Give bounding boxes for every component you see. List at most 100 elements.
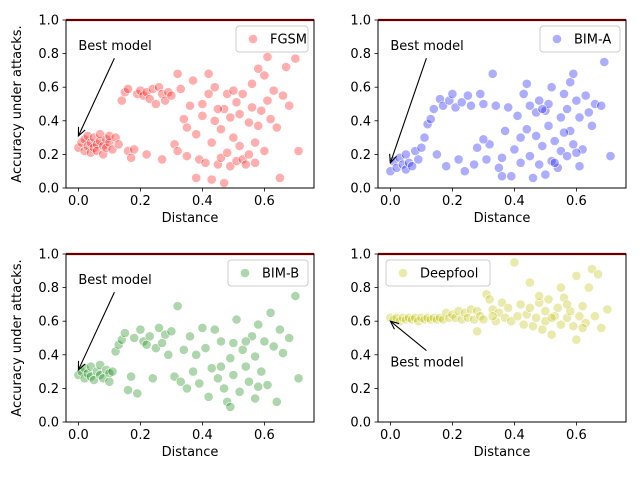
annotation-arrow-head <box>389 153 397 165</box>
data-point <box>602 304 613 315</box>
data-point <box>225 401 236 412</box>
data-point <box>79 373 90 384</box>
data-point <box>178 344 189 355</box>
x-tick-label: 0.2 <box>130 194 151 209</box>
data-point <box>515 132 526 143</box>
data-point <box>431 149 442 160</box>
data-point <box>400 149 411 160</box>
data-point <box>537 324 548 335</box>
data-point <box>253 381 264 392</box>
data-point <box>565 77 576 88</box>
data-point <box>534 291 545 301</box>
data-point <box>206 174 217 185</box>
data-point <box>126 152 137 163</box>
data-point <box>413 154 424 165</box>
data-point <box>577 144 588 155</box>
data-point <box>172 301 183 311</box>
data-point <box>407 314 417 325</box>
data-point <box>453 154 464 165</box>
data-point <box>225 112 236 123</box>
data-point <box>113 139 124 150</box>
y-tick-label: 0.6 <box>350 315 371 330</box>
data-point <box>500 312 510 323</box>
data-point <box>453 306 464 316</box>
plot-frame <box>65 19 315 189</box>
data-point <box>503 102 514 113</box>
data-point <box>231 314 242 325</box>
data-point <box>268 85 279 96</box>
plot-frame <box>377 19 627 189</box>
data-point <box>243 376 254 387</box>
x-tick-label: 0.2 <box>442 428 463 443</box>
data-point <box>200 157 211 168</box>
annotation-text: Best model <box>390 356 463 371</box>
x-axis-label: Distance <box>162 445 219 460</box>
data-point <box>466 304 476 315</box>
data-point <box>144 331 155 342</box>
data-point <box>490 100 501 111</box>
annotation-arrow-shaft <box>77 292 115 371</box>
data-point <box>549 157 560 168</box>
data-point <box>194 378 205 389</box>
data-point <box>556 319 566 330</box>
y-tick-label: 0.0 <box>350 182 371 197</box>
data-point <box>259 336 270 347</box>
legend-marker <box>552 34 562 44</box>
data-point <box>562 299 572 310</box>
data-point <box>534 297 545 308</box>
data-point <box>521 78 532 89</box>
data-point <box>478 99 489 109</box>
data-point <box>228 132 239 143</box>
data-point <box>219 383 229 394</box>
x-tick-label: 0.6 <box>254 428 275 443</box>
data-point <box>250 137 260 148</box>
data-point <box>512 110 523 121</box>
data-point <box>552 162 563 173</box>
annotation-arrow-shaft <box>77 58 115 137</box>
data-point <box>525 151 535 161</box>
data-point <box>543 294 554 305</box>
scatter-points <box>73 52 304 188</box>
x-axis-label: Distance <box>474 445 531 460</box>
data-point <box>528 172 538 183</box>
legend: BIM-B <box>227 259 309 287</box>
plot-frame <box>65 253 315 423</box>
data-point <box>222 147 233 158</box>
y-tick-label: 0.0 <box>38 416 59 431</box>
data-point <box>247 78 257 89</box>
data-point <box>487 311 498 322</box>
data-point <box>472 142 483 153</box>
data-point <box>256 366 267 377</box>
y-tick-label: 0.6 <box>38 315 59 330</box>
data-point <box>185 100 195 111</box>
x-axis-label: Distance <box>474 211 531 226</box>
data-point <box>537 104 548 114</box>
data-point <box>543 120 554 131</box>
data-point <box>104 376 115 387</box>
y-tick-label: 0.8 <box>350 281 371 296</box>
annotation-arrow-head <box>389 320 400 330</box>
y-tick-label: 0.2 <box>350 148 371 163</box>
data-point <box>580 90 591 101</box>
data-point <box>135 324 146 335</box>
data-point <box>441 307 452 318</box>
data-point <box>540 306 551 316</box>
data-point <box>197 110 208 121</box>
data-point <box>593 269 603 280</box>
legend: BIM-A <box>539 25 621 53</box>
data-point <box>419 132 430 143</box>
data-point <box>274 324 285 335</box>
data-point <box>206 137 217 148</box>
data-point <box>222 89 233 99</box>
data-point <box>209 82 220 93</box>
data-point <box>574 112 585 123</box>
data-point <box>253 319 264 330</box>
data-point <box>172 146 183 156</box>
y-tick-label: 1.0 <box>38 248 59 263</box>
scatter-points <box>385 57 616 183</box>
data-point <box>166 90 177 101</box>
data-point <box>546 329 557 340</box>
data-point <box>194 154 205 165</box>
data-point <box>209 115 220 126</box>
